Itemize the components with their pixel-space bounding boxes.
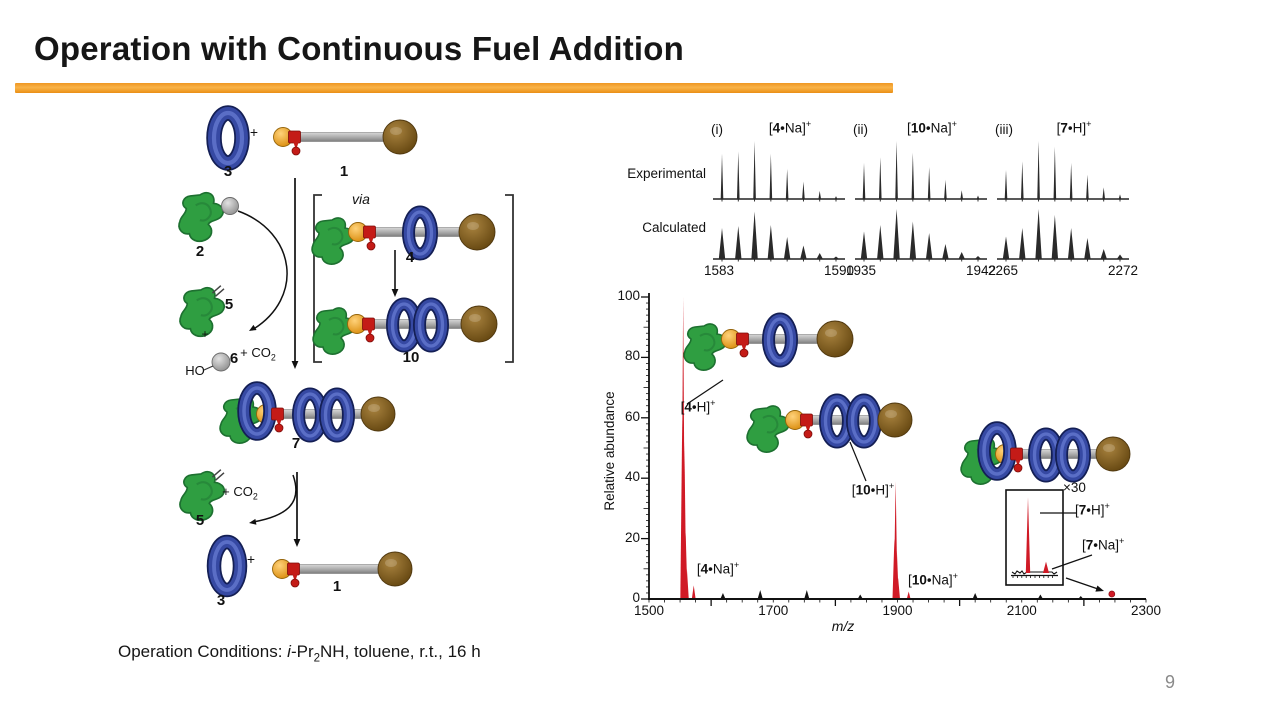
x-tick-2100: 2100	[1006, 603, 1037, 618]
y-axis-title: Relative abundance	[602, 391, 617, 511]
macrocycle-ring	[762, 312, 798, 368]
panel-index-2: (iii)	[995, 122, 1013, 137]
green-fuel-unit	[179, 469, 225, 522]
peak-label-2: [10•H]+	[851, 481, 895, 498]
scheme-label-11: 10	[402, 349, 420, 366]
scheme-label-9: HO	[185, 363, 205, 378]
peak-label-3: [10•Na]+	[908, 571, 958, 588]
scheme-label-13: 5	[195, 512, 205, 529]
green-fuel-unit	[746, 405, 790, 453]
slide-title: Operation with Continuous Fuel Addition	[34, 30, 684, 67]
y-tick-40: 40	[624, 469, 640, 485]
axle-1-top	[273, 119, 418, 156]
green-fuel-unit	[178, 191, 224, 243]
scheme-label-0: 3	[223, 163, 233, 180]
scheme-label-7: +	[201, 327, 209, 341]
scheme-label-4: via	[352, 191, 370, 207]
isotope-panel-(iii)	[997, 141, 1129, 262]
scheme-label-2: 1	[339, 163, 349, 180]
panel-ion-1: [10•Na]+	[907, 119, 957, 136]
scheme-label-8: 6	[229, 350, 239, 367]
spectrum-mol-7	[960, 421, 1131, 485]
panel-index-1: (ii)	[853, 122, 868, 137]
inset-magnification: ×30	[1063, 480, 1086, 495]
species-6	[203, 352, 231, 372]
peak-label-0: [4•H]+	[680, 398, 716, 415]
green-fuel-unit	[683, 323, 727, 371]
scheme-label-17: 1	[332, 578, 342, 595]
panel-ion-2: [7•H]+	[1056, 119, 1092, 136]
macrocycle-ring	[846, 393, 882, 449]
macrocycle-ring	[319, 387, 355, 443]
rotaxane-10	[312, 297, 498, 355]
x-tick-1900: 1900	[882, 603, 913, 618]
macrocycle-ring	[206, 534, 248, 598]
magnified-inset	[1005, 489, 1099, 590]
panel-xfirst-1: 1935	[846, 263, 877, 278]
species-2	[178, 191, 239, 243]
panel-xfirst-2: 2265	[988, 263, 1019, 278]
scheme-label-14: + CO2	[222, 484, 258, 502]
experimental-row-label: Experimental	[627, 166, 706, 181]
y-tick-60: 60	[624, 408, 640, 424]
x-tick-1700: 1700	[758, 603, 789, 618]
green-fuel-unit	[311, 217, 355, 265]
scheme-label-1: +	[249, 124, 259, 140]
scheme-label-3: 2	[195, 243, 205, 260]
panel-index-0: (i)	[711, 122, 723, 137]
y-tick-80: 80	[624, 348, 640, 364]
x-tick-1500: 1500	[633, 603, 665, 618]
scheme-label-5: 4	[405, 249, 415, 266]
panel-xlast-2: 2272	[1107, 263, 1138, 278]
panel-xfirst-0: 1583	[704, 263, 735, 278]
y-tick-20: 20	[624, 529, 640, 545]
macrocycle-ring	[977, 421, 1017, 481]
x-axis-title: m/z	[831, 618, 855, 634]
spectrum-mol-4	[683, 312, 854, 371]
axle-1-bottom	[272, 551, 413, 588]
scheme-label-12: 7	[291, 435, 301, 452]
panel-ion-0: [4•Na]+	[768, 119, 812, 136]
panel-xlast-1: 1942	[965, 263, 996, 278]
inset-peak-label-0: [7•H]+	[1075, 501, 1110, 518]
scheme-label-15: 3	[216, 592, 226, 609]
green-fuel-unit	[179, 285, 225, 338]
conditions-caption: Operation Conditions: i-Pr2NH, toluene, …	[118, 642, 481, 665]
page-number: 9	[1164, 672, 1175, 692]
main-spectrum	[641, 293, 1147, 606]
y-tick-100: 100	[617, 288, 640, 303]
isotope-panel-(ii)	[855, 141, 987, 262]
title-accent-bar	[15, 83, 893, 93]
isotope-panel-(i)	[713, 141, 845, 262]
scheme-label-6: 5	[224, 296, 234, 313]
y-tick-0: 0	[632, 590, 640, 605]
scheme-label-16: +	[246, 551, 256, 567]
panel-xlast-0: 1590	[823, 263, 854, 278]
green-fuel-unit	[312, 307, 356, 355]
spectrum-mol-10	[746, 393, 913, 453]
peak-label-1: [4•Na]+	[696, 560, 740, 577]
macrocycle-ring	[402, 205, 438, 261]
macrocycle-ring	[206, 105, 250, 171]
x-tick-2300: 2300	[1130, 603, 1162, 618]
macrocycle-ring	[413, 297, 449, 353]
rotaxane-4	[311, 205, 496, 265]
macrocycle-ring	[1055, 427, 1091, 483]
inset-peak-label-1: [7•Na]+	[1082, 536, 1125, 553]
calculated-row-label: Calculated	[642, 220, 706, 235]
macrocycle-ring	[237, 381, 277, 441]
scheme-label-10: + CO2	[240, 345, 276, 363]
rotaxane-7	[219, 381, 396, 444]
